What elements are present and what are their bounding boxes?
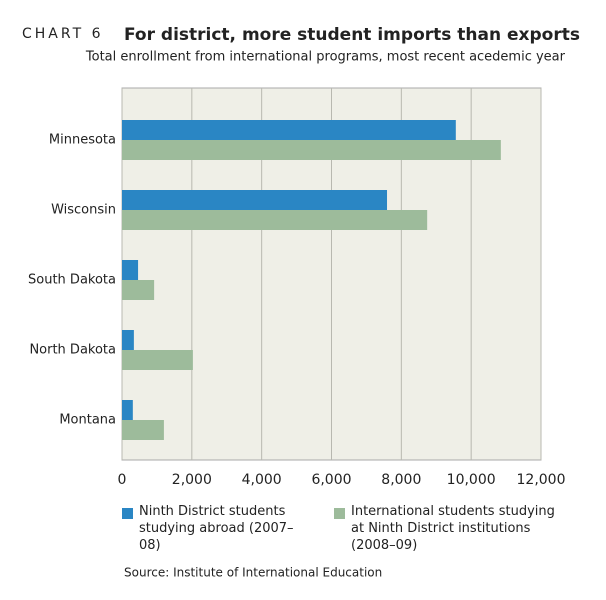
x-tick-label: 10,000 [447,472,496,488]
bar [122,260,139,280]
x-tick-label: 6,000 [311,472,351,488]
x-tick-label: 4,000 [242,472,282,488]
y-tick-label: North Dakota [29,343,116,358]
legend-swatch [334,508,345,519]
bar [122,400,133,420]
bar [122,210,428,230]
chart-title: For district, more student imports than … [124,25,580,45]
x-tick-label: 0 [118,472,127,488]
bar [122,140,501,160]
y-tick-label: Montana [59,413,116,428]
y-tick-label: South Dakota [28,273,116,288]
bar [122,350,193,370]
legend-label: Ninth District students studying abroad … [139,504,294,553]
x-tick-label: 8,000 [381,472,421,488]
y-tick-label: Minnesota [49,133,116,148]
chart-subtitle: Total enrollment from international prog… [85,50,566,65]
legend-label: International students studying at Ninth… [351,504,555,553]
source: Source: Institute of International Educa… [124,566,382,580]
bar [122,120,456,140]
bar [122,280,155,300]
bar [122,420,164,440]
bar [122,330,134,350]
bar [122,190,388,210]
y-tick-label: Wisconsin [51,203,116,218]
x-tick-label: 12,000 [517,472,566,488]
x-tick-label: 2,000 [172,472,212,488]
chart-label: CHART 6 [22,26,104,42]
legend-swatch [122,508,133,519]
